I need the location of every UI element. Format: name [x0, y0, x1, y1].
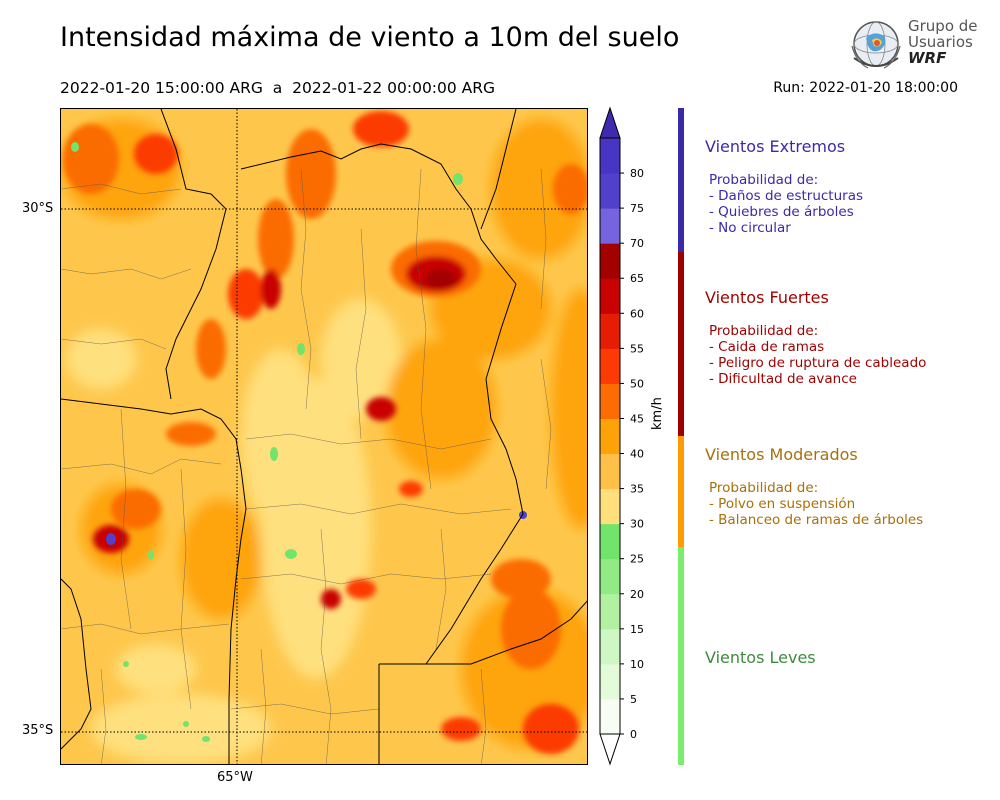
- grupo-usuarios-wrf-logo: Grupo de Usuarios WRF: [848, 16, 978, 74]
- province-borders: [61, 109, 587, 764]
- colorbar-segment-70: [600, 208, 620, 244]
- category-description: Probabilidad de: - Caida de ramas - Peli…: [709, 323, 927, 387]
- light-wind-patches: [71, 142, 463, 742]
- legend-category-extreme: Vientos Extremos Probabilidad de: - Daño…: [705, 137, 863, 236]
- logo-text: Grupo de Usuarios WRF: [908, 17, 978, 67]
- colorbar-tick-label: 45: [630, 412, 644, 425]
- colorbar-tick-label: 65: [630, 272, 644, 285]
- lon-label-65w: 65°W: [217, 770, 253, 785]
- colorbar-segment-20: [600, 558, 620, 595]
- colorbar-tick-label: 5: [630, 693, 637, 706]
- colorbar-tick-label: 0: [630, 728, 637, 741]
- colorbar-tick-label: 75: [630, 202, 644, 215]
- category-description: Probabilidad de: - Polvo en suspensión -…: [709, 480, 924, 528]
- colorbar-tick-label: 30: [630, 518, 644, 531]
- map-title: Intensidad máxima de viento a 10m del su…: [60, 22, 680, 53]
- colorbar-frame: [599, 137, 621, 735]
- wind-field: [61, 109, 587, 764]
- colorbar-tick-label: 80: [630, 167, 644, 180]
- category-name: Vientos Leves: [705, 648, 816, 667]
- legend-category-strong: Vientos Fuertes Probabilidad de: - Caida…: [705, 288, 926, 387]
- colorbar-segment-5: [600, 663, 620, 700]
- legend-category-light: Vientos Leves: [705, 648, 816, 667]
- department-borders: [61, 168, 552, 764]
- wind-map: [60, 108, 588, 765]
- colorbar-segment-35: [600, 453, 620, 490]
- colorbar: 0 5 10 15 20 25 30 35 40 45 50 55 60 65 70 75 80: [599, 106, 644, 766]
- colorbar-tick-label: 60: [630, 307, 644, 320]
- colorbar-segment-75: [600, 173, 620, 209]
- colorbar-tick-label: 35: [630, 483, 644, 496]
- colorbar-segment-60: [600, 278, 620, 314]
- globe-icon: [851, 21, 901, 69]
- colorbar-tick-label: 70: [630, 237, 644, 250]
- colorbar-tick-label: 20: [630, 588, 644, 601]
- legend-bar-moderate: [678, 436, 684, 547]
- colorbar-segment-0: [600, 698, 620, 735]
- graticule: [61, 109, 587, 764]
- colorbar-segment-15: [600, 593, 620, 630]
- colorbar-tick-label: 10: [630, 658, 644, 671]
- category-description: Probabilidad de: - Daños de estructuras …: [709, 172, 864, 236]
- colorbar-segment-80: [600, 138, 620, 174]
- category-name: Vientos Fuertes: [705, 288, 829, 307]
- colorbar-tick-label: 50: [630, 377, 644, 390]
- lat-label-35s: 35°S: [22, 723, 54, 738]
- colorbar-tick-label: 15: [630, 623, 644, 636]
- colorbar-segment-45: [600, 383, 620, 419]
- wind-category-legend: Vientos Extremos Probabilidad de: - Daño…: [678, 108, 978, 765]
- legend-bar-light: [678, 547, 684, 765]
- colorbar-tick-label: 40: [630, 448, 644, 461]
- valid-period: 2022-01-20 15:00:00 ARG a 2022-01-22 00:…: [60, 79, 496, 97]
- colorbar-segment-55: [600, 313, 620, 349]
- colorbar-extend-min: [599, 733, 621, 766]
- colorbar-segment-50: [600, 348, 620, 384]
- lat-label-30s: 30°S: [22, 201, 54, 216]
- colorbar-segment-40: [600, 418, 620, 455]
- colorbar-unit-label: km/h: [650, 397, 665, 430]
- colorbar-segment-10: [600, 628, 620, 665]
- run-time: Run: 2022-01-20 18:00:00: [773, 80, 958, 96]
- colorbar-extend-max: [599, 106, 621, 139]
- colorbar-segment-65: [600, 243, 620, 279]
- category-name: Vientos Extremos: [705, 137, 846, 156]
- legend-bar-strong: [678, 252, 684, 436]
- colorbar-tick-label: 55: [630, 342, 644, 355]
- colorbar-segment-25: [600, 523, 620, 560]
- category-name: Vientos Moderados: [705, 445, 858, 464]
- legend-category-moderate: Vientos Moderados Probabilidad de: - Pol…: [705, 445, 923, 528]
- colorbar-tick-label: 25: [630, 553, 644, 566]
- legend-bar-extreme: [678, 108, 684, 252]
- colorbar-segment-30: [600, 488, 620, 525]
